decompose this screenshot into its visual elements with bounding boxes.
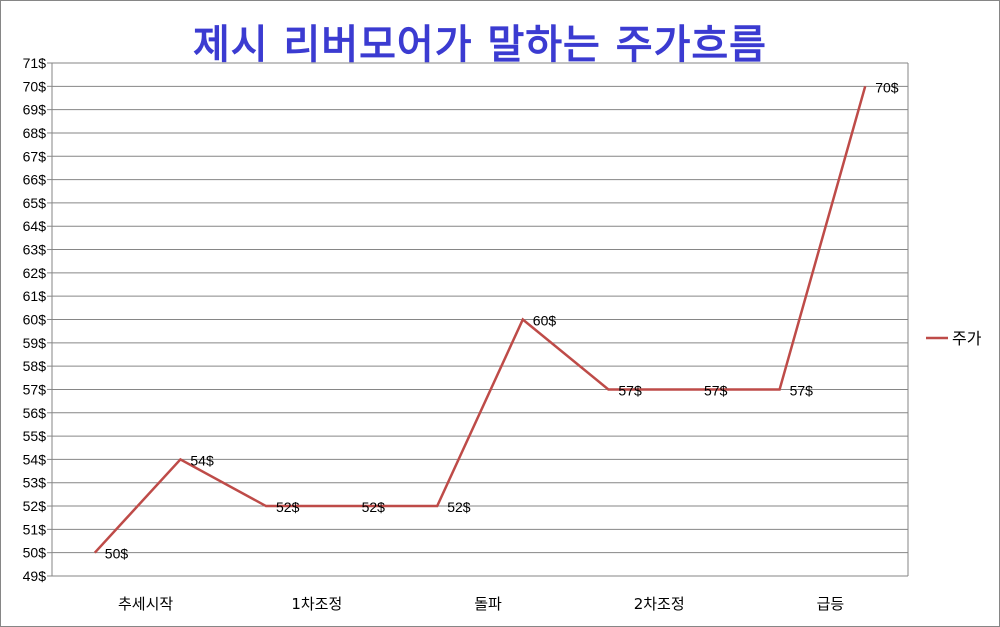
y-tick-label: 67$ bbox=[23, 148, 47, 164]
data-labels: 50$ 54$ 52$ 52$ 52$ 60$ 57$ 57$ 57$ 70$ bbox=[105, 79, 899, 561]
data-label: 70$ bbox=[875, 79, 899, 95]
y-tick-label: 51$ bbox=[23, 521, 47, 537]
legend-label: 주가 bbox=[952, 329, 982, 348]
y-tick-label: 62$ bbox=[23, 265, 47, 281]
data-label: 57$ bbox=[618, 382, 642, 398]
y-tick-label: 57$ bbox=[23, 381, 47, 397]
y-tick-label: 70$ bbox=[23, 78, 47, 94]
y-axis-ticks: 49$ 50$ 51$ 52$ 53$ 54$ 55$ 56$ 57$ 58$ 59$ 60$ 61$ 6… bbox=[23, 55, 47, 584]
y-tick-label: 50$ bbox=[23, 545, 47, 561]
legend: 주가 bbox=[926, 329, 982, 348]
y-tick-label: 66$ bbox=[23, 172, 47, 188]
data-label: 54$ bbox=[190, 452, 214, 468]
y-tick-label: 64$ bbox=[23, 218, 47, 234]
data-label: 57$ bbox=[704, 382, 728, 398]
y-tick-label: 69$ bbox=[23, 102, 47, 118]
y-tick-label: 61$ bbox=[23, 288, 47, 304]
data-label: 50$ bbox=[105, 546, 129, 562]
y-tick-label: 68$ bbox=[23, 125, 47, 141]
data-label: 57$ bbox=[790, 382, 814, 398]
gridlines bbox=[47, 62, 909, 577]
y-tick-label: 58$ bbox=[23, 358, 47, 374]
x-category-label: 급등 bbox=[817, 595, 845, 613]
x-category-label: 1차조정 bbox=[291, 595, 342, 613]
data-label: 60$ bbox=[533, 313, 557, 329]
y-tick-label: 65$ bbox=[23, 195, 47, 211]
data-label: 52$ bbox=[276, 499, 300, 515]
y-tick-label: 54$ bbox=[23, 451, 47, 467]
x-category-label: 돌파 bbox=[474, 595, 502, 613]
data-label: 52$ bbox=[362, 499, 386, 515]
x-category-label: 2차조정 bbox=[634, 595, 685, 613]
x-category-label: 추세시작 bbox=[118, 595, 173, 613]
data-label: 52$ bbox=[447, 499, 471, 515]
x-axis-categories: 추세시작 1차조정 돌파 2차조정 급등 bbox=[118, 595, 844, 613]
y-tick-label: 71$ bbox=[23, 55, 47, 71]
series-layer bbox=[93, 85, 867, 554]
series-line-price bbox=[93, 85, 867, 554]
y-tick-label: 53$ bbox=[23, 475, 47, 491]
y-tick-label: 59$ bbox=[23, 335, 47, 351]
y-tick-label: 60$ bbox=[23, 312, 47, 328]
y-tick-label: 63$ bbox=[23, 242, 47, 258]
y-tick-label: 56$ bbox=[23, 405, 47, 421]
y-tick-label: 55$ bbox=[23, 428, 47, 444]
chart-title: 제시 리버모어가 말하는 주가흐름 bbox=[193, 22, 767, 68]
y-tick-label: 52$ bbox=[23, 498, 47, 514]
y-tick-label: 49$ bbox=[23, 568, 47, 584]
